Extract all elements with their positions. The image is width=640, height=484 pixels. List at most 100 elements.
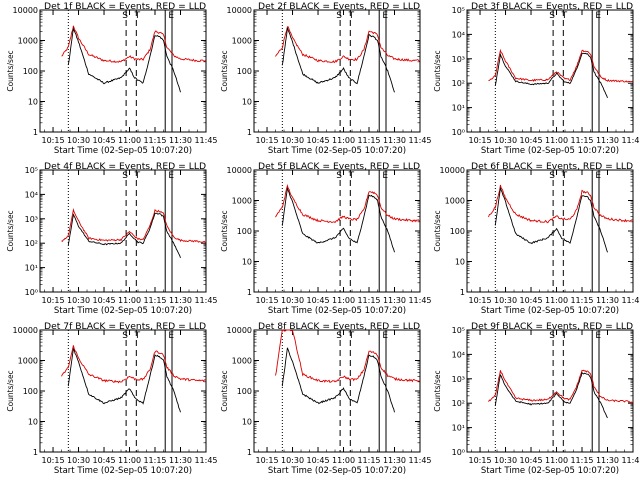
marker-S: S — [122, 331, 128, 341]
plot-frame — [466, 9, 634, 133]
x-tick-label: 10:45 — [92, 136, 115, 145]
x-tick-label: 11:00 — [545, 136, 568, 145]
lld-series-line — [488, 184, 634, 224]
marker-E: E — [382, 331, 388, 341]
x-tick-label: 10:45 — [306, 136, 329, 145]
y-tick-label: 1 — [247, 288, 252, 297]
x-axis-label: Start Time (02-Sep-05 10:07:20) — [268, 146, 406, 156]
plot-frame — [39, 329, 207, 453]
marker-T: T — [134, 11, 141, 21]
y-tick-label: 10 — [28, 98, 38, 107]
x-tick-label: 11:15 — [357, 456, 380, 465]
x-tick-label: 10:15 — [42, 136, 65, 145]
lld-series-line — [61, 25, 206, 64]
x-tick-label: 10:30 — [494, 136, 517, 145]
y-tick-label: 10000 — [13, 6, 38, 15]
y-axis-label: Counts/sec — [433, 50, 442, 91]
x-tick-label: 11:15 — [357, 296, 380, 305]
x-axis-label: Start Time (02-Sep-05 10:07:20) — [54, 306, 192, 316]
marker-S: S — [336, 11, 342, 21]
y-tick-label: 10 — [455, 258, 465, 267]
marker-S: S — [336, 331, 342, 341]
x-tick-label: 11:00 — [332, 296, 355, 305]
marker-T: T — [561, 331, 568, 341]
events-series-line — [494, 187, 608, 253]
lld-series-line — [275, 26, 421, 64]
x-tick-label: 11:45 — [194, 456, 217, 465]
plot-title: Det 9f BLACK = Events, RED = LLD — [471, 321, 633, 332]
x-tick-label: 10:30 — [67, 296, 90, 305]
lld-series-line — [488, 48, 634, 83]
plot-title: Det 6f BLACK = Events, RED = LLD — [471, 161, 633, 172]
x-tick-label: 10:15 — [256, 136, 279, 145]
x-axis-label: Start Time (02-Sep-05 10:07:20) — [268, 466, 406, 476]
plot-title: Det 4f BLACK = Events, RED = LLD — [44, 161, 206, 172]
plot-title: Det 3f BLACK = Events, RED = LLD — [471, 1, 633, 12]
y-axis-label: Counts/sec — [6, 370, 15, 411]
y-tick-label: 10000 — [13, 326, 38, 335]
marker-S: S — [336, 171, 342, 181]
marker-S: S — [549, 171, 555, 181]
marker-E: E — [168, 171, 174, 181]
x-tick-label: 10:15 — [469, 296, 492, 305]
y-tick-label: 100 — [237, 227, 252, 236]
x-tick-label: 11:00 — [118, 296, 141, 305]
x-tick-label: 11:45 — [621, 136, 640, 145]
plot-frame — [253, 9, 421, 133]
x-tick-label: 10:45 — [519, 456, 542, 465]
y-tick-label: 10⁵ — [25, 166, 38, 175]
x-tick-label: 11:15 — [570, 456, 593, 465]
marker-E: E — [595, 11, 601, 21]
events-series-line — [494, 371, 608, 419]
y-tick-label: 1 — [33, 128, 38, 137]
x-tick-label: 10:15 — [469, 136, 492, 145]
y-tick-label: 1000 — [232, 197, 252, 206]
y-tick-label: 1000 — [445, 197, 465, 206]
x-tick-label: 10:45 — [92, 296, 115, 305]
x-tick-label: 10:45 — [92, 456, 115, 465]
y-tick-label: 10⁴ — [452, 350, 465, 359]
events-series-line — [281, 187, 395, 253]
marker-S: S — [122, 171, 128, 181]
y-axis-label: Counts/sec — [220, 370, 229, 411]
marker-E: E — [595, 331, 601, 341]
y-tick-label: 10 — [242, 98, 252, 107]
x-tick-label: 11:45 — [408, 296, 431, 305]
y-tick-label: 1 — [247, 128, 252, 137]
panel-det-7f: Det 7f BLACK = Events, RED = LLD 1 10 100 10… — [6, 321, 218, 476]
y-tick-label: 100 — [237, 67, 252, 76]
x-tick-label: 11:45 — [194, 136, 217, 145]
y-tick-label: 10000 — [227, 6, 252, 15]
x-tick-label: 10:15 — [469, 456, 492, 465]
y-tick-label: 100 — [23, 387, 38, 396]
y-tick-label: 1 — [247, 448, 252, 457]
x-tick-label: 11:45 — [194, 296, 217, 305]
marker-T: T — [348, 11, 355, 21]
y-tick-label: 10⁵ — [452, 6, 465, 15]
events-series-line — [281, 27, 395, 93]
y-tick-label: 1000 — [232, 357, 252, 366]
marker-S: S — [549, 331, 555, 341]
x-axis-label: Start Time (02-Sep-05 10:07:20) — [54, 146, 192, 156]
plot-frame — [39, 9, 207, 133]
panel-det-2f: Det 2f BLACK = Events, RED = LLD 1 10 100 10… — [220, 1, 432, 156]
plot-title: Det 7f BLACK = Events, RED = LLD — [44, 321, 206, 332]
y-tick-label: 100 — [450, 227, 465, 236]
marker-E: E — [168, 331, 174, 341]
y-tick-label: 10² — [25, 239, 38, 248]
y-tick-label: 10² — [452, 79, 465, 88]
plot-title: Det 1f BLACK = Events, RED = LLD — [44, 1, 206, 12]
events-series-line — [67, 212, 181, 259]
y-axis-label: Counts/sec — [6, 50, 15, 91]
x-tick-label: 11:00 — [118, 456, 141, 465]
y-tick-label: 1000 — [18, 37, 38, 46]
y-tick-label: 10000 — [227, 166, 252, 175]
x-tick-label: 10:15 — [42, 296, 65, 305]
x-axis-label: Start Time (02-Sep-05 10:07:20) — [54, 466, 192, 476]
lld-series-line — [275, 329, 421, 383]
marker-T: T — [134, 171, 141, 181]
plot-frame — [39, 169, 207, 293]
plot-frame — [253, 329, 421, 453]
y-tick-label: 10⁵ — [452, 326, 465, 335]
